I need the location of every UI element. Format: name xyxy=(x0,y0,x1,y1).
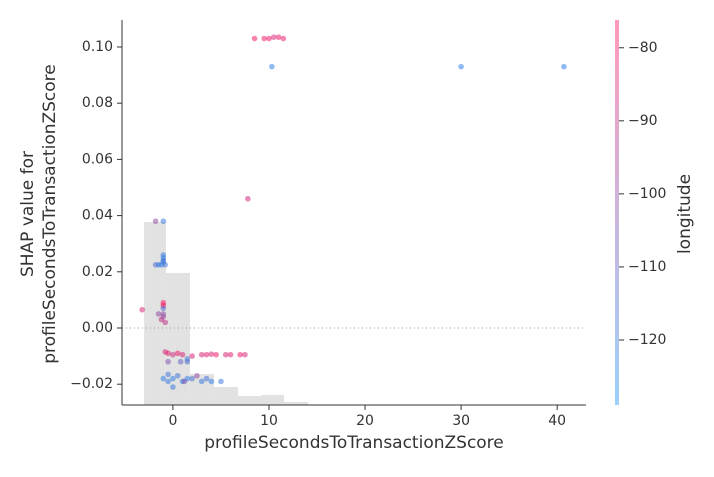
point xyxy=(218,378,224,385)
point xyxy=(561,63,567,70)
point xyxy=(458,63,464,70)
histogram-bar xyxy=(165,272,190,405)
point xyxy=(270,34,277,40)
y-tick-label: 0.06 xyxy=(82,151,113,167)
point xyxy=(160,218,167,225)
point xyxy=(162,319,169,326)
x-tick-label: 40 xyxy=(548,413,566,429)
point xyxy=(203,351,210,358)
point xyxy=(213,351,219,358)
point xyxy=(280,35,287,42)
y-tick-label: 0.00 xyxy=(82,320,113,336)
y-tick-label: 0.02 xyxy=(82,264,113,280)
point xyxy=(203,375,210,382)
point xyxy=(152,261,159,268)
x-tick-label: 20 xyxy=(356,413,374,429)
histogram-bar xyxy=(261,394,284,405)
point xyxy=(208,378,215,385)
point xyxy=(184,358,191,365)
point xyxy=(165,358,171,365)
point xyxy=(275,34,282,40)
point xyxy=(170,375,176,382)
histogram-bar xyxy=(213,387,238,405)
y-tick-label: 0.10 xyxy=(82,39,113,55)
histogram-bar xyxy=(237,396,262,405)
y-label: SHAP value for xyxy=(18,151,38,277)
point xyxy=(170,351,176,358)
x-label: profileSecondsToTransactionZScore xyxy=(204,433,504,453)
colorbar-tick-label: −120 xyxy=(628,332,666,348)
colorbar-label: longitude xyxy=(675,174,695,254)
point xyxy=(170,384,176,390)
y-label: profileSecondsToTransactionZScore xyxy=(40,64,60,364)
point xyxy=(179,351,186,358)
point xyxy=(242,351,248,358)
point xyxy=(261,35,267,42)
histogram-bar xyxy=(144,222,166,405)
point xyxy=(198,378,205,385)
point xyxy=(160,305,167,312)
point xyxy=(165,371,171,378)
point xyxy=(158,261,165,268)
point xyxy=(139,306,145,313)
colorbar-tick-label: −100 xyxy=(628,186,666,202)
point xyxy=(174,372,181,379)
x-tick-label: 0 xyxy=(168,413,177,429)
point xyxy=(269,63,275,70)
point xyxy=(152,218,159,225)
point xyxy=(189,375,195,382)
point xyxy=(165,378,171,385)
colorbar xyxy=(615,20,619,405)
point xyxy=(160,375,167,382)
point xyxy=(266,35,272,42)
point xyxy=(181,378,188,385)
point xyxy=(227,351,234,358)
colorbar-tick-label: −90 xyxy=(628,113,658,129)
colorbar-tick-label: −80 xyxy=(628,40,658,56)
point xyxy=(208,351,215,357)
x-tick-label: 10 xyxy=(260,413,278,429)
histogram-bar xyxy=(283,401,308,405)
y-tick-label: −0.02 xyxy=(70,376,113,392)
y-tick-label: 0.08 xyxy=(82,95,113,111)
point xyxy=(177,358,184,365)
point xyxy=(222,351,229,358)
colorbar-tick-label: −110 xyxy=(628,259,666,275)
point xyxy=(158,316,165,323)
x-tick-label: 30 xyxy=(452,413,470,429)
point xyxy=(237,351,243,358)
y-tick-label: 0.04 xyxy=(82,208,113,224)
point xyxy=(162,261,169,268)
point xyxy=(198,351,205,358)
point xyxy=(194,372,200,379)
point xyxy=(245,195,251,202)
point xyxy=(251,35,258,42)
point xyxy=(189,353,195,359)
point xyxy=(165,350,171,357)
point xyxy=(155,311,162,317)
point xyxy=(174,350,181,357)
